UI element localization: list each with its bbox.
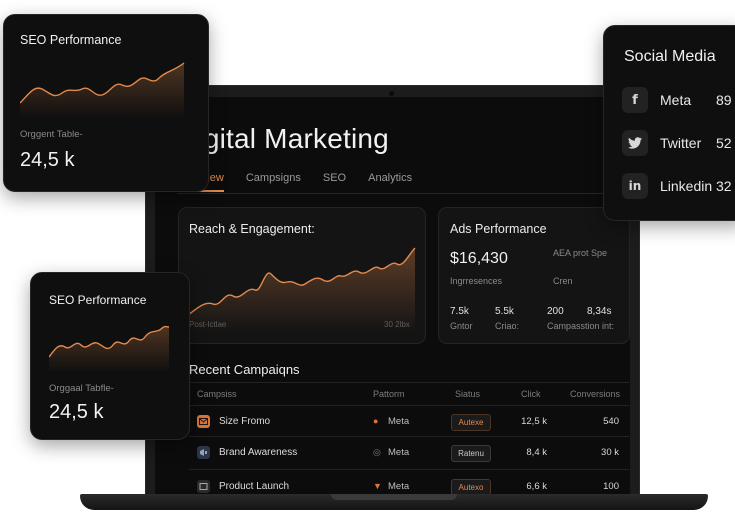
- clicks-value: 12,5 k: [521, 416, 547, 427]
- clicks-value: 6,6 k: [526, 481, 547, 492]
- ads-stat-label: Gntor: [450, 321, 473, 331]
- tabs-divider: [177, 193, 627, 194]
- status-badge: Autexe: [451, 414, 491, 431]
- col-header-clicks: Click: [521, 389, 541, 399]
- seo-line-chart: [49, 325, 170, 373]
- seo-card-title: SEO Performance: [20, 33, 122, 47]
- divider: [189, 405, 629, 406]
- col-header-campaign: Campsiss: [197, 389, 237, 399]
- linkedin-icon: in: [622, 173, 648, 199]
- col-header-platform: Pattorm: [373, 389, 405, 399]
- ads-stat-value: 8,34s: [587, 306, 612, 317]
- social-name: Twitter: [660, 135, 702, 151]
- ads-spend-value: $16,430: [450, 250, 508, 267]
- facebook-icon: f: [622, 87, 648, 113]
- platform-name: Meta: [388, 416, 410, 427]
- clicks-value: 8,4 k: [526, 447, 547, 458]
- conversions-value: 100: [603, 481, 619, 492]
- social-value: 89: [716, 92, 732, 108]
- laptop-base: [80, 494, 708, 510]
- reach-engagement-card[interactable]: Reach & Engagement: Post-lctlae 30 2lbx: [178, 207, 426, 344]
- ads-stat-value: 5.5k: [495, 306, 514, 317]
- social-media-card[interactable]: Social Media f Meta 89 Twitter 52 in Lin…: [603, 25, 735, 221]
- ads-stat-label: Campasstion int:: [547, 321, 615, 331]
- seo-card-value: 24,5 k: [20, 149, 75, 171]
- tab-campaigns[interactable]: Campsigns: [245, 172, 301, 184]
- conversions-value: 540: [603, 416, 619, 427]
- seo-line-chart: [20, 62, 185, 119]
- page-title: Digital Marketing: [177, 123, 389, 154]
- box-icon: [197, 480, 210, 493]
- seo-card-subtitle: Orggent Table-: [20, 129, 83, 140]
- table-row[interactable]: Size Fromo ● Meta Autexe 12,5 k 540: [189, 409, 629, 435]
- table-row[interactable]: Brand Awareness ◎ Meta Ratenu 8,4 k 30 k: [189, 440, 629, 466]
- reach-line-chart: [187, 247, 416, 332]
- reach-x-end-label: 30 2lbx: [384, 320, 410, 329]
- table-row[interactable]: Product Launch ▼ Meta Autexo 6,6 k 100: [189, 474, 629, 497]
- social-value: 52: [716, 135, 732, 151]
- conversions-value: 30 k: [601, 447, 619, 458]
- megaphone-icon: [197, 446, 210, 459]
- ads-right-sub: Cren: [553, 276, 573, 286]
- tab-seo[interactable]: SEO: [322, 172, 347, 184]
- platform-name: Meta: [388, 481, 410, 492]
- meta-platform-icon: ▼: [373, 481, 382, 491]
- laptop-lid: Digital Marketing Overview Campsigns SEO…: [145, 85, 640, 497]
- recent-campaigns-title: Recent Campaiqns: [189, 362, 300, 377]
- meta-platform-icon: ◎: [373, 447, 381, 457]
- seo-card-title: SEO Performance: [49, 293, 147, 307]
- seo-performance-card-top[interactable]: SEO Performance Orggent Table- 24,5 k: [3, 14, 209, 192]
- social-row-linkedin[interactable]: in Linkedin 32: [622, 172, 732, 200]
- social-name: Linkedin: [660, 178, 713, 194]
- ads-value-label: Ingrresences: [450, 276, 503, 286]
- social-value: 32: [716, 178, 732, 194]
- tab-bar: Overview Campsigns SEO Analytics: [178, 172, 413, 192]
- ads-card-title: Ads Performance: [450, 222, 547, 236]
- social-row-twitter[interactable]: Twitter 52: [622, 129, 732, 157]
- ads-stat-value: 200: [547, 306, 564, 317]
- divider: [189, 436, 629, 437]
- ads-performance-card[interactable]: Ads Performance $16,430 Ingrresences AEA…: [438, 207, 630, 344]
- twitter-icon: [622, 130, 648, 156]
- reach-x-start-label: Post-lctlae: [189, 320, 227, 329]
- seo-performance-card-bottom[interactable]: SEO Performance Orggaal Tabfle- 24,5 k: [30, 272, 190, 440]
- seo-card-value: 24,5 k: [49, 401, 104, 423]
- camera-dot: [389, 91, 394, 96]
- col-header-conversions: Conversions: [570, 389, 621, 399]
- status-badge: Ratenu: [451, 445, 491, 462]
- laptop-screen: Digital Marketing Overview Campsigns SEO…: [155, 97, 630, 497]
- ads-stat-value: 7.5k: [450, 306, 469, 317]
- mail-icon: [197, 415, 210, 428]
- hinge-notch: [331, 494, 457, 500]
- social-name: Meta: [660, 92, 692, 108]
- col-header-status: Siatus: [455, 389, 481, 399]
- seo-card-subtitle: Orggaal Tabfle-: [49, 383, 114, 394]
- meta-platform-icon: ●: [373, 416, 379, 426]
- campaign-name: Product Launch: [219, 481, 290, 492]
- campaign-name: Brand Awareness: [219, 447, 298, 458]
- platform-name: Meta: [388, 447, 410, 458]
- campaign-name: Size Fromo: [219, 416, 271, 427]
- social-card-title: Social Media: [624, 48, 716, 65]
- divider: [189, 469, 629, 470]
- divider: [189, 382, 629, 383]
- ads-right-label: AEA prot Spe: [553, 248, 608, 258]
- ads-stat-label: Criao:: [495, 321, 520, 331]
- reach-card-title: Reach & Engagement:: [189, 222, 315, 236]
- social-row-meta[interactable]: f Meta 89: [622, 86, 732, 114]
- tab-analytics[interactable]: Analytics: [368, 172, 413, 184]
